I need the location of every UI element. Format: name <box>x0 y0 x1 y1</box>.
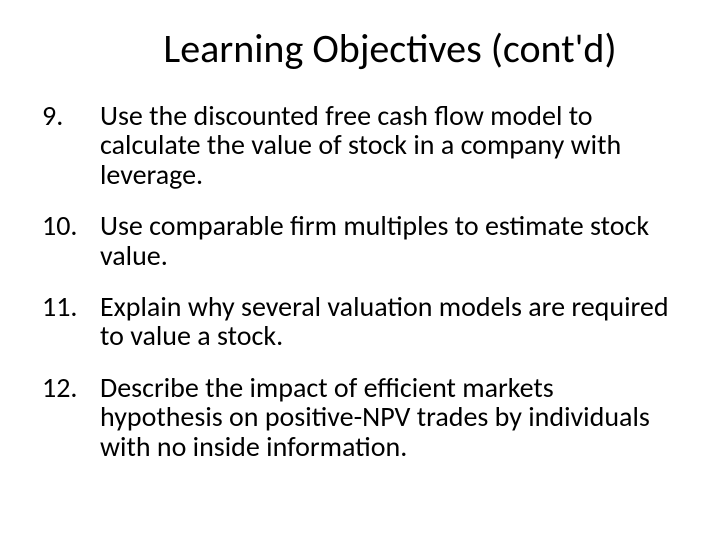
item-number: 9. <box>40 101 100 130</box>
objective-list: 9. Use the discounted free cash flow mod… <box>40 101 680 461</box>
item-text: Explain why several valuation models are… <box>100 292 680 351</box>
list-item: 12. Describe the impact of efficient mar… <box>40 373 680 461</box>
list-item: 10. Use comparable firm multiples to est… <box>40 211 680 270</box>
item-number: 12. <box>40 373 100 402</box>
slide-title: Learning Objectives (cont'd) <box>40 24 680 73</box>
item-number: 10. <box>40 211 100 240</box>
slide: Learning Objectives (cont'd) 9. Use the … <box>0 0 720 540</box>
list-item: 9. Use the discounted free cash flow mod… <box>40 101 680 189</box>
item-number: 11. <box>40 292 100 321</box>
item-text: Use the discounted free cash flow model … <box>100 101 680 189</box>
list-item: 11. Explain why several valuation models… <box>40 292 680 351</box>
item-text: Describe the impact of efficient markets… <box>100 373 680 461</box>
item-text: Use comparable firm multiples to estimat… <box>100 211 680 270</box>
